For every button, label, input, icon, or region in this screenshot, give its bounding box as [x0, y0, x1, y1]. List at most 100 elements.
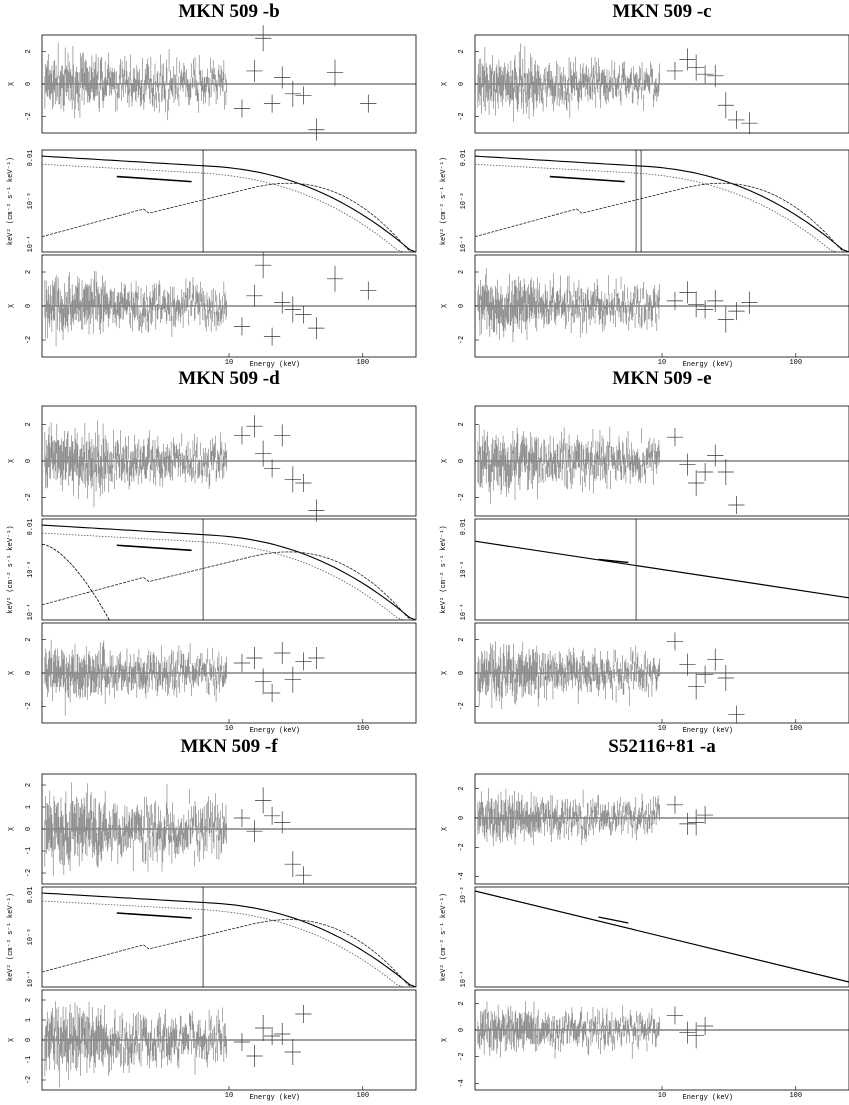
data-overlay-line [116, 544, 192, 552]
chart-title: MKN 509 -e [612, 368, 711, 389]
powerlaw-component-line [474, 163, 849, 253]
residual-frame [474, 773, 849, 885]
model-line [474, 890, 849, 983]
y-tick-label: 2 [458, 638, 466, 642]
y-tick-label: 2 [25, 422, 33, 426]
y-axis-label: χ [440, 304, 448, 308]
y-tick-label: -2 [458, 702, 466, 710]
model-frame [41, 149, 417, 253]
powerlaw-component-line [41, 163, 416, 253]
y-tick-label: 2 [25, 783, 33, 787]
chart-title: MKN 509 -d [178, 368, 280, 389]
x-tick-label: 100 [789, 359, 802, 367]
y-tick-label: 0 [25, 1038, 33, 1042]
x-tick-label: 10 [658, 359, 666, 367]
y-tick-label: 0 [25, 671, 33, 675]
data-overlay-line [598, 558, 629, 564]
chart-title: MKN 509 -b [178, 1, 279, 22]
y-tick-label: 10⁻³ [27, 193, 35, 210]
y-tick-label: -2 [25, 112, 33, 120]
y-tick-label: 2 [458, 270, 466, 274]
model-frame [41, 518, 417, 621]
y-axis-label: χ [440, 82, 448, 86]
y-tick-label: -1 [25, 847, 33, 855]
x-tick-label: 10 [225, 1092, 233, 1100]
powerlaw-component-line [41, 532, 416, 621]
x-tick-label: 10 [658, 725, 666, 733]
y-tick-label: 10⁻³ [27, 561, 35, 578]
y-axis-label: keV² (cm⁻² s⁻¹ keV⁻¹) [7, 893, 15, 981]
y-tick-label: -2 [25, 1076, 33, 1084]
chart-title: S52116+81 -a [608, 736, 716, 757]
y-axis-label: χ [440, 827, 448, 831]
x-tick-label: 100 [789, 725, 802, 733]
y-tick-label: 10⁻⁴ [27, 604, 35, 621]
model-frame [474, 886, 849, 988]
residual-frame [474, 989, 849, 1091]
y-tick-label: 0 [458, 671, 466, 675]
y-tick-label: 10⁻³ [460, 561, 468, 578]
y-axis-label: χ [7, 1038, 15, 1042]
y-axis-label: keV² (cm⁻² s⁻¹ keV⁻¹) [440, 525, 448, 613]
y-tick-label: -1 [25, 1056, 33, 1064]
x-axis-label: Energy (keV) [683, 1094, 733, 1102]
reflection-component-line [474, 182, 849, 253]
y-tick-label: 0 [25, 304, 33, 308]
y-axis-label: keV² (cm⁻² s⁻¹ keV⁻¹) [440, 893, 448, 981]
data-overlay-line [116, 912, 192, 919]
x-axis-label: Energy (keV) [683, 361, 733, 369]
model-frame [474, 149, 849, 253]
y-tick-label: -2 [458, 493, 466, 501]
y-tick-label: 10⁻⁴ [27, 236, 35, 253]
y-tick-label: 2 [458, 787, 466, 791]
y-tick-label: 0 [458, 82, 466, 86]
y-tick-label: 10⁻³ [460, 193, 468, 210]
y-tick-label: -2 [458, 843, 466, 851]
chart-6: S52116+81 -a 2 0 -2 -4 χ 10⁻³ 10⁻⁴ keV² (cm⁻² s⁻… [440, 736, 849, 1102]
data-overlay-line [598, 916, 629, 924]
y-tick-label: -4 [458, 872, 466, 880]
model-line [474, 540, 849, 599]
y-axis-label: χ [7, 459, 15, 463]
y-axis-label: χ [7, 82, 15, 86]
x-tick-label: 100 [356, 725, 369, 733]
x-tick-label: 10 [225, 359, 233, 367]
chart-4: MKN 509 -e 2 0 -2 χ 0.01 10⁻³ 10⁻⁴ keV² (cm⁻² s⁻… [440, 368, 849, 735]
x-tick-label: 100 [356, 359, 369, 367]
y-axis-label: keV² (cm⁻² s⁻¹ keV⁻¹) [440, 157, 448, 245]
y-tick-label: 0 [458, 816, 466, 820]
y-tick-label: -2 [458, 1052, 466, 1060]
y-tick-label: 2 [25, 49, 33, 53]
y-tick-label: 10⁻³ [460, 887, 468, 904]
chart-title: MKN 509 -c [612, 1, 711, 22]
model-frame [41, 886, 417, 988]
y-tick-label: 2 [25, 998, 33, 1002]
y-tick-label: 0 [25, 827, 33, 831]
y-tick-label: 0.01 [27, 887, 35, 904]
y-tick-label: -2 [25, 702, 33, 710]
y-tick-label: 0 [458, 1028, 466, 1032]
total-model-line [41, 524, 417, 621]
model-frame [474, 518, 849, 621]
y-tick-label: 2 [458, 49, 466, 53]
y-tick-label: 0 [25, 459, 33, 463]
reflection-component-line [41, 551, 416, 621]
powerlaw-component-line [41, 900, 416, 988]
y-axis-label: χ [440, 671, 448, 675]
y-tick-label: 2 [458, 422, 466, 426]
y-tick-label: 10⁻³ [27, 929, 35, 946]
x-tick-label: 10 [658, 1092, 666, 1100]
x-axis-label: Energy (keV) [250, 1094, 300, 1102]
chart-title: MKN 509 -f [180, 736, 278, 757]
y-tick-label: 0.01 [27, 519, 35, 536]
y-axis-label: χ [7, 304, 15, 308]
y-tick-label: 0.01 [460, 519, 468, 536]
y-tick-label: 2 [25, 638, 33, 642]
y-axis-label: χ [440, 1038, 448, 1042]
total-model-line [41, 892, 417, 988]
x-axis-label: Energy (keV) [683, 727, 733, 735]
x-tick-label: 100 [789, 1092, 802, 1100]
x-tick-label: 100 [356, 1092, 369, 1100]
